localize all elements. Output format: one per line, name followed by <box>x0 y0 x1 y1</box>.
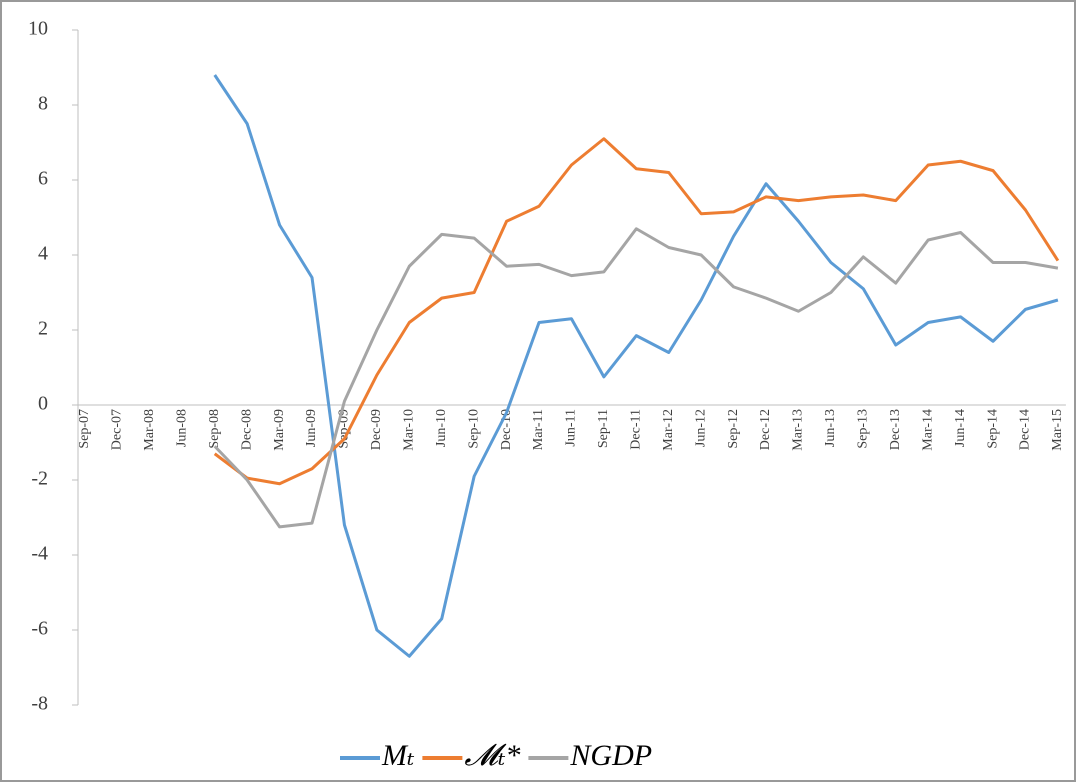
x-tick-label: Mar-15 <box>1050 409 1065 451</box>
series-line <box>213 74 1059 658</box>
x-tick-label: Jun-10 <box>434 409 449 447</box>
x-tick-label: Jun-14 <box>953 409 968 447</box>
x-tick-label: Sep-11 <box>596 409 611 448</box>
legend-label: NGDP <box>569 739 652 772</box>
x-tick-label: Sep-10 <box>466 409 481 449</box>
x-tick-label: Dec-12 <box>758 409 773 450</box>
series-line <box>213 137 1060 486</box>
series-line <box>213 227 1059 529</box>
x-tick-label: Sep-12 <box>726 409 741 449</box>
y-tick-label: 2 <box>38 318 48 340</box>
x-tick-label: Dec-09 <box>369 409 384 450</box>
x-tick-label: Dec-08 <box>239 409 254 450</box>
y-tick-label: 4 <box>38 243 48 265</box>
x-tick-label: Sep-07 <box>77 409 92 449</box>
y-tick-label: -4 <box>31 543 48 565</box>
x-tick-label: Jun-08 <box>175 409 190 447</box>
x-tick-label: Mar-08 <box>142 409 157 451</box>
y-tick-label: -6 <box>31 618 48 640</box>
legend-label: 𝓜ₜ* <box>464 739 520 772</box>
x-tick-label: Sep-13 <box>856 409 871 449</box>
x-tick-label: Jun-13 <box>823 409 838 447</box>
x-tick-label: Mar-13 <box>791 409 806 451</box>
y-tick-label: -8 <box>31 693 48 715</box>
y-tick-label: 6 <box>38 168 48 190</box>
x-tick-label: Jun-11 <box>564 409 579 447</box>
x-tick-label: Mar-14 <box>920 409 935 451</box>
x-tick-label: Mar-10 <box>402 409 417 451</box>
y-tick-label: -2 <box>31 468 48 490</box>
x-tick-label: Mar-11 <box>531 409 546 450</box>
x-tick-label: Jun-09 <box>304 409 319 447</box>
x-tick-label: Dec-11 <box>629 409 644 450</box>
x-tick-label: Dec-13 <box>888 409 903 450</box>
legend: Mₜ 𝓜ₜ* NGDP <box>340 739 652 772</box>
x-tick-label: Sep-14 <box>985 409 1000 449</box>
y-tick-label: 10 <box>28 18 48 40</box>
x-tick-label: Jun-12 <box>693 409 708 447</box>
x-tick-label: Mar-09 <box>272 409 287 451</box>
x-tick-label: Mar-12 <box>661 409 676 451</box>
x-tick-label: Dec-07 <box>110 409 125 450</box>
y-tick-label: 0 <box>38 393 48 415</box>
legend-label: Mₜ <box>381 739 415 772</box>
x-tick-label: Sep-08 <box>207 409 222 449</box>
y-tick-label: 8 <box>38 93 48 115</box>
x-tick-label: Dec-14 <box>1018 409 1033 450</box>
